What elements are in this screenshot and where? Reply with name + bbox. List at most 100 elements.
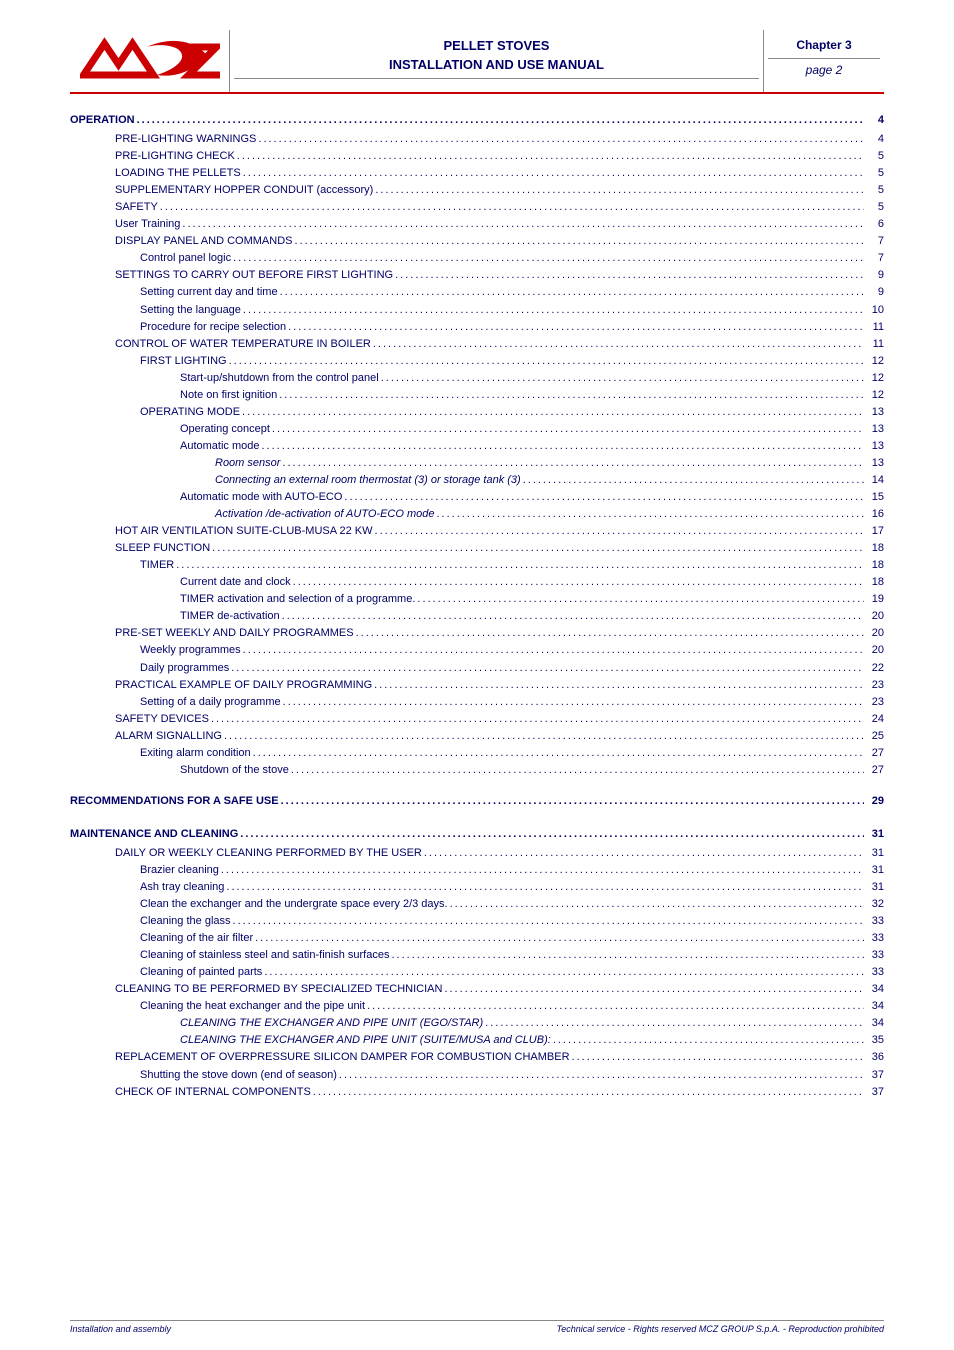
toc-entry[interactable]: User Training6 [115,216,884,233]
toc-page-number: 24 [864,711,884,728]
toc-page-number: 37 [864,1084,884,1101]
toc-entry[interactable]: Exiting alarm condition 27 [140,745,884,762]
toc-page-number: 4 [864,112,884,129]
toc-label: Start-up/shutdown from the control panel [180,370,381,387]
toc-leader-dots [243,165,864,176]
toc-entry[interactable]: Clean the exchanger and the undergrate s… [140,896,884,913]
toc-entry[interactable]: Cleaning of stainless steel and satin-fi… [140,947,884,964]
toc-page-number: 5 [864,182,884,199]
toc-entry[interactable]: Weekly programmes 20 [140,642,884,659]
toc-entry[interactable]: Procedure for recipe selection 11 [140,319,884,336]
toc-entry[interactable]: OPERATION 4 [70,112,884,129]
toc-leader-dots [253,745,864,756]
toc-entry[interactable]: Setting of a daily programme 23 [140,694,884,711]
toc-entry[interactable]: Operating concept 13 [180,421,884,438]
toc-entry[interactable]: TIMER 18 [140,557,884,574]
toc-entry[interactable]: Cleaning the heat exchanger and the pipe… [140,998,884,1015]
toc-entry[interactable]: FIRST LIGHTING 12 [140,353,884,370]
footer-left: Installation and assembly [70,1324,171,1334]
toc-entry[interactable]: MAINTENANCE AND CLEANING31 [70,826,884,843]
toc-entry[interactable]: SUPPLEMENTARY HOPPER CONDUIT (accessory)… [115,182,884,199]
toc-entry[interactable]: HOT AIR VENTILATION SUITE-CLUB-MUSA 22 K… [115,523,884,540]
toc-entry[interactable]: PRE-LIGHTING CHECK 5 [115,148,884,165]
toc-entry[interactable]: RECOMMENDATIONS FOR A SAFE USE 29 [70,793,884,810]
toc-leader-dots [339,1067,864,1078]
toc-entry[interactable]: Daily programmes22 [140,660,884,677]
toc-leader-dots [523,472,864,483]
toc-label: CLEANING THE EXCHANGER AND PIPE UNIT (EG… [180,1015,485,1032]
toc-entry[interactable]: ALARM SIGNALLING 25 [115,728,884,745]
toc-page-number: 16 [864,506,884,523]
toc-entry[interactable]: Brazier cleaning 31 [140,862,884,879]
toc-entry[interactable]: OPERATING MODE 13 [140,404,884,421]
toc-entry[interactable]: CLEANING THE EXCHANGER AND PIPE UNIT (SU… [180,1032,884,1049]
toc-entry[interactable]: TIMER activation and selection of a prog… [180,591,884,608]
toc-label: Connecting an external room thermostat (… [215,472,523,489]
toc-page-number: 23 [864,694,884,711]
toc-label: Cleaning of stainless steel and satin-fi… [140,947,391,964]
toc-entry[interactable]: Cleaning of painted parts33 [140,964,884,981]
toc-leader-dots [444,981,864,992]
toc-entry[interactable]: SAFETY 5 [115,199,884,216]
toc-entry[interactable]: Start-up/shutdown from the control panel… [180,370,884,387]
toc-entry[interactable]: PRE-SET WEEKLY AND DAILY PROGRAMMES 20 [115,625,884,642]
toc-page-number: 12 [864,353,884,370]
toc-label: Shutting the stove down (end of season) [140,1067,339,1084]
toc-leader-dots [243,302,864,313]
toc-label: Room sensor [215,455,282,472]
toc-entry[interactable]: CLEANING THE EXCHANGER AND PIPE UNIT (EG… [180,1015,884,1032]
toc-entry[interactable]: PRACTICAL EXAMPLE OF DAILY PROGRAMMING 2… [115,677,884,694]
toc-entry[interactable]: REPLACEMENT OF OVERPRESSURE SILICON DAMP… [115,1049,884,1066]
toc-leader-dots [226,879,864,890]
toc-entry[interactable]: Automatic mode 13 [180,438,884,455]
toc-leader-dots [572,1049,864,1060]
toc-leader-dots [293,574,864,585]
toc-label: Operating concept [180,421,272,438]
toc-label: REPLACEMENT OF OVERPRESSURE SILICON DAMP… [115,1049,572,1066]
toc-entry[interactable]: LOADING THE PELLETS5 [115,165,884,182]
toc-entry[interactable]: SLEEP FUNCTION 18 [115,540,884,557]
toc-leader-dots [485,1015,864,1026]
toc-entry[interactable]: PRE-LIGHTING WARNINGS4 [115,131,884,148]
toc-entry[interactable]: CHECK OF INTERNAL COMPONENTS37 [115,1084,884,1101]
toc-entry[interactable]: DAILY OR WEEKLY CLEANING PERFORMED BY TH… [115,845,884,862]
toc-entry[interactable]: CONTROL OF WATER TEMPERATURE IN BOILER 1… [115,336,884,353]
toc-page-number: 15 [864,489,884,506]
toc-page-number: 20 [864,608,884,625]
toc-entry[interactable]: SAFETY DEVICES24 [115,711,884,728]
toc-entry[interactable]: Connecting an external room thermostat (… [215,472,884,489]
toc-entry[interactable]: Setting current day and time9 [140,284,884,301]
toc-entry[interactable]: SETTINGS TO CARRY OUT BEFORE FIRST LIGHT… [115,267,884,284]
toc-label: Cleaning of the air filter [140,930,255,947]
toc-leader-dots [367,998,864,1009]
toc-leader-dots [424,845,864,856]
toc-label: DISPLAY PANEL AND COMMANDS [115,233,294,250]
toc-entry[interactable]: Ash tray cleaning 31 [140,879,884,896]
toc-entry[interactable]: Control panel logic 7 [140,250,884,267]
toc-entry[interactable]: Shutdown of the stove 27 [180,762,884,779]
toc-label: OPERATION [70,112,137,129]
toc-entry[interactable]: Note on first ignition 12 [180,387,884,404]
toc-entry[interactable]: Activation /de-activation of AUTO-ECO mo… [215,506,884,523]
toc-entry[interactable]: CLEANING TO BE PERFORMED BY SPECIALIZED … [115,981,884,998]
toc-page-number: 7 [864,233,884,250]
toc-entry[interactable]: Room sensor13 [215,455,884,472]
toc-entry[interactable]: Cleaning of the air filter 33 [140,930,884,947]
toc-page-number: 33 [864,930,884,947]
toc-entry[interactable]: Shutting the stove down (end of season)3… [140,1067,884,1084]
toc-entry[interactable]: Automatic mode with AUTO-ECO 15 [180,489,884,506]
toc-entry[interactable]: Current date and clock 18 [180,574,884,591]
toc-gap [70,779,884,789]
toc-entry[interactable]: Setting the language 10 [140,302,884,319]
toc-label: SUPPLEMENTARY HOPPER CONDUIT (accessory) [115,182,375,199]
toc-label: SETTINGS TO CARRY OUT BEFORE FIRST LIGHT… [115,267,395,284]
toc-page-number: 14 [864,472,884,489]
toc-page-number: 31 [864,845,884,862]
toc-page-number: 31 [864,879,884,896]
toc-entry[interactable]: TIMER de-activation20 [180,608,884,625]
toc-entry[interactable]: Cleaning the glass 33 [140,913,884,930]
toc-label: Weekly programmes [140,642,243,659]
toc-entry[interactable]: DISPLAY PANEL AND COMMANDS 7 [115,233,884,250]
toc-leader-dots [373,336,864,347]
toc-page-number: 18 [864,557,884,574]
